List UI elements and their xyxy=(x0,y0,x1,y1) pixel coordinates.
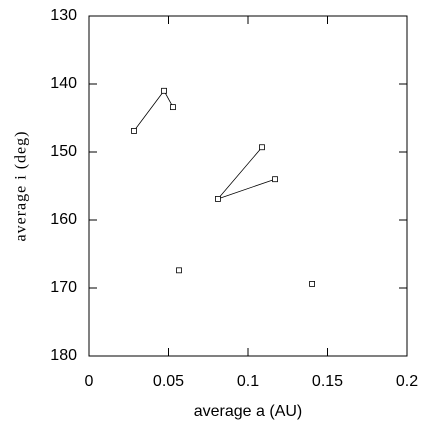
x-axis-title: average a (AU) xyxy=(194,403,303,420)
point xyxy=(259,144,265,151)
y-tick-label: 130 xyxy=(50,7,77,24)
y-axis-title: average i (deg) xyxy=(13,131,30,242)
y-tick-label: 150 xyxy=(50,143,77,160)
x-tick-label: 0.15 xyxy=(312,373,343,390)
point xyxy=(272,176,278,183)
y-tick-label: 160 xyxy=(50,211,77,228)
connector-line xyxy=(216,146,276,200)
plot-frame xyxy=(88,15,408,357)
point xyxy=(161,87,167,94)
x-tick-label: 0 xyxy=(85,373,94,390)
x-tick-label: 0.05 xyxy=(153,373,184,390)
x-tick-label: 0.1 xyxy=(237,373,259,390)
y-tick-label: 180 xyxy=(50,347,77,364)
point xyxy=(131,128,137,134)
x-tick-label: 0.2 xyxy=(396,373,418,390)
point xyxy=(170,104,176,111)
connector-line xyxy=(133,90,174,132)
point xyxy=(215,196,221,202)
y-tick-label: 170 xyxy=(50,279,77,296)
y-tick-label: 140 xyxy=(50,75,77,92)
point xyxy=(309,281,315,287)
point xyxy=(176,267,182,274)
